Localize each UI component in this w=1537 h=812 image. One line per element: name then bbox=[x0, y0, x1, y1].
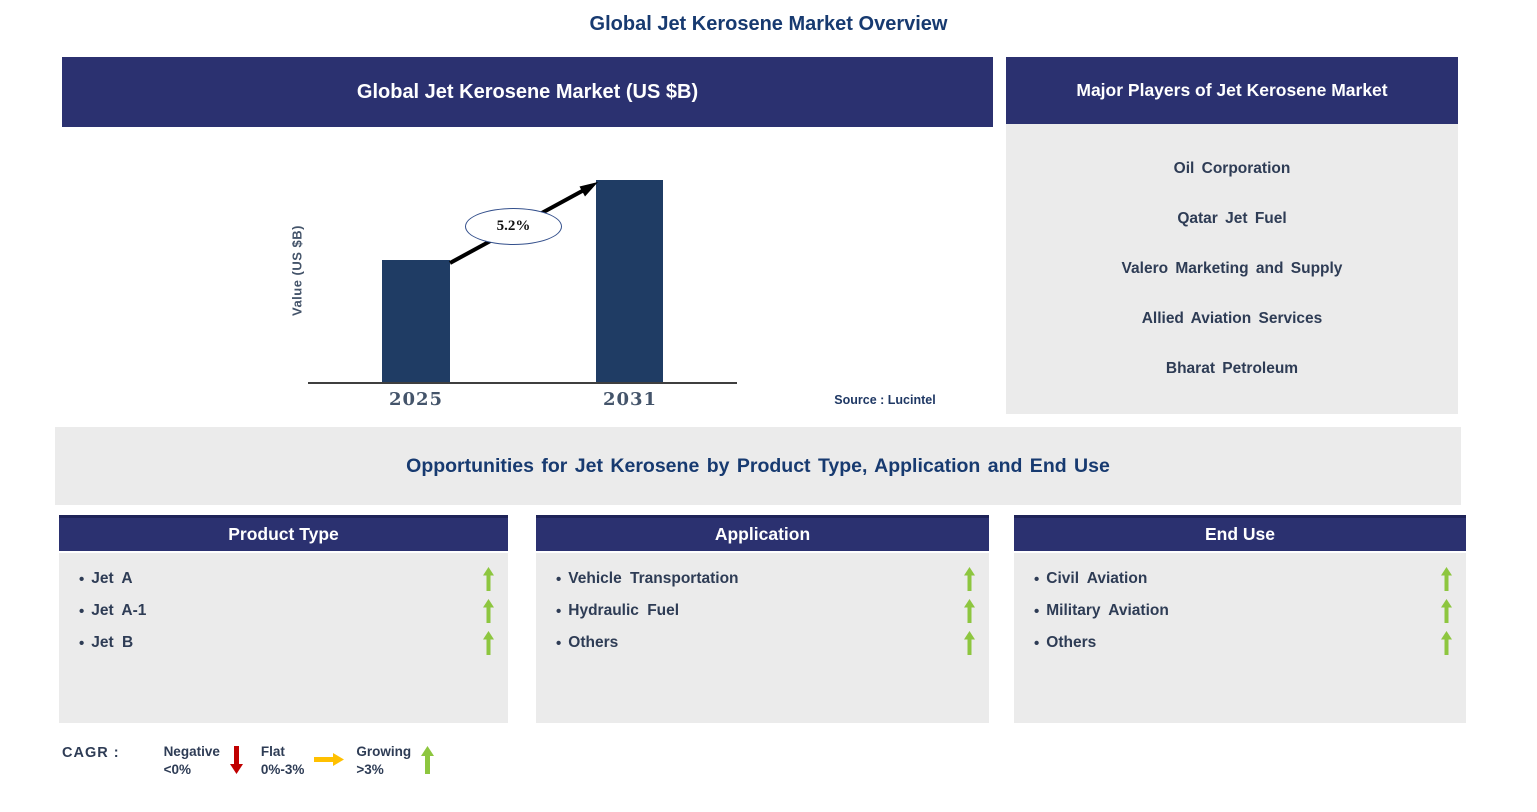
segment-list-end-use: • Civil Aviation • Military Aviation • O… bbox=[1014, 553, 1466, 723]
up-arrow-icon bbox=[421, 746, 435, 774]
list-item: • Others bbox=[556, 627, 975, 659]
up-arrow-icon bbox=[964, 599, 975, 623]
right-arrow-icon bbox=[314, 753, 345, 766]
list-item: • Military Aviation bbox=[1034, 595, 1452, 627]
list-item: • Hydraulic Fuel bbox=[556, 595, 975, 627]
cagr-annotation-bubble: 5.2% bbox=[465, 208, 562, 245]
legend-label: CAGR : bbox=[62, 745, 120, 761]
bullet: • bbox=[556, 602, 562, 620]
bar-2025 bbox=[382, 260, 450, 383]
bullet: • bbox=[79, 570, 85, 588]
x-tick-2025: 2025 bbox=[388, 389, 444, 410]
bar-2031 bbox=[596, 180, 663, 383]
up-arrow-icon bbox=[483, 631, 494, 655]
list-item: • Jet A bbox=[79, 563, 494, 595]
bullet: • bbox=[79, 634, 85, 652]
bullet: • bbox=[1034, 570, 1040, 588]
y-axis-label: Value (US $B) bbox=[289, 224, 305, 317]
x-tick-2031: 2031 bbox=[602, 389, 658, 410]
opportunities-banner: Opportunities for Jet Kerosene by Produc… bbox=[55, 427, 1461, 505]
bullet: • bbox=[79, 602, 85, 620]
cagr-legend: CAGR : Negative <0% Flat 0%-3% Growing >… bbox=[62, 743, 452, 779]
market-bar-chart: Value (US $B) 5.2% 2025 2031 Source : Lu… bbox=[62, 127, 993, 419]
up-arrow-icon bbox=[483, 567, 494, 591]
legend-item-flat: Flat 0%-3% bbox=[260, 744, 305, 777]
list-item: • Jet A-1 bbox=[79, 595, 494, 627]
chart-panel-header: Global Jet Kerosene Market (US $B) bbox=[62, 57, 993, 127]
up-arrow-icon bbox=[1441, 599, 1452, 623]
segment-header-end-use: End Use bbox=[1014, 515, 1466, 551]
growth-trend-arrow bbox=[449, 182, 598, 265]
bullet: • bbox=[1034, 602, 1040, 620]
player-item: Qatar Jet Fuel bbox=[1177, 210, 1287, 227]
segment-list-application: • Vehicle Transportation • Hydraulic Fue… bbox=[536, 553, 989, 723]
segment-header-product-type: Product Type bbox=[59, 515, 508, 551]
up-arrow-icon bbox=[964, 567, 975, 591]
segment-list-product-type: • Jet A • Jet A-1 • Jet B bbox=[59, 553, 508, 723]
up-arrow-icon bbox=[1441, 567, 1452, 591]
player-item: Allied Aviation Services bbox=[1141, 310, 1323, 327]
up-arrow-icon bbox=[1441, 631, 1452, 655]
list-item: • Others bbox=[1034, 627, 1452, 659]
list-item: • Civil Aviation bbox=[1034, 563, 1452, 595]
down-arrow-icon bbox=[229, 746, 243, 774]
up-arrow-icon bbox=[964, 631, 975, 655]
list-item: • Vehicle Transportation bbox=[556, 563, 975, 595]
segment-header-application: Application bbox=[536, 515, 989, 551]
player-item: Bharat Petroleum bbox=[1165, 360, 1299, 377]
bullet: • bbox=[556, 570, 562, 588]
list-item: • Jet B bbox=[79, 627, 494, 659]
legend-item-negative: Negative <0% bbox=[163, 744, 220, 777]
cagr-annotation-value: 5.2% bbox=[496, 218, 531, 234]
page-title: Global Jet Kerosene Market Overview bbox=[589, 13, 948, 35]
legend-item-growing: Growing >3% bbox=[356, 744, 412, 777]
bullet: • bbox=[556, 634, 562, 652]
major-players-header: Major Players of Jet Kerosene Market bbox=[1006, 57, 1458, 124]
player-item: Oil Corporation bbox=[1173, 160, 1291, 177]
up-arrow-icon bbox=[483, 599, 494, 623]
bullet: • bbox=[1034, 634, 1040, 652]
x-axis-line bbox=[308, 382, 737, 384]
major-players-list: Oil Corporation Qatar Jet Fuel Valero Ma… bbox=[1006, 124, 1458, 414]
source-note: Source : Lucintel bbox=[834, 393, 936, 407]
player-item: Valero Marketing and Supply bbox=[1121, 260, 1343, 277]
